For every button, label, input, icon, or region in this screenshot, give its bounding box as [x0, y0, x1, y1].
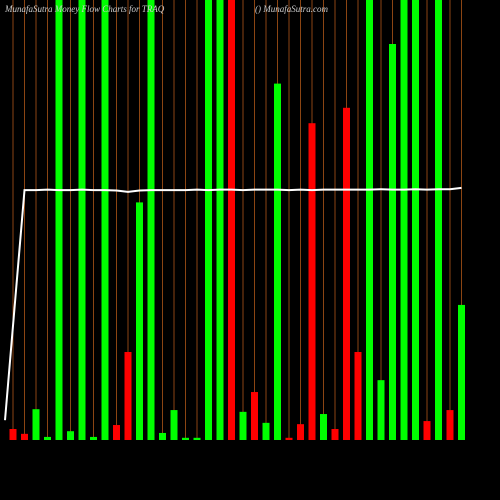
bar [412, 0, 419, 440]
bar [377, 380, 385, 440]
bar [113, 425, 120, 440]
bar [274, 83, 281, 440]
bar [320, 414, 327, 440]
bar [193, 437, 201, 440]
bar [44, 436, 51, 440]
bar [354, 352, 362, 440]
bar [101, 0, 109, 440]
bar [136, 202, 143, 440]
bar [343, 107, 350, 440]
bar [228, 0, 235, 440]
bar [389, 44, 396, 440]
bar [400, 0, 408, 440]
bar [124, 352, 132, 440]
bar [239, 411, 247, 440]
plot-area [4, 0, 465, 440]
bar [67, 431, 74, 440]
bar [285, 437, 293, 440]
bar [9, 429, 17, 440]
bar [331, 429, 339, 440]
bar [32, 409, 40, 440]
bar [297, 424, 304, 440]
bar [458, 304, 465, 440]
bar [78, 0, 86, 440]
bar [262, 422, 270, 440]
bar [170, 410, 178, 440]
bar [308, 123, 316, 440]
bar [446, 410, 454, 440]
bar [55, 0, 63, 440]
bar [435, 0, 442, 440]
chart-subtitle: () MunafaSutra.com [255, 4, 328, 14]
bar [182, 437, 189, 440]
bar [423, 421, 431, 440]
line [4, 186, 462, 421]
bar [216, 0, 224, 440]
chart-title: MunafaSutra Money Flow Charts for TRAQ [4, 4, 165, 14]
bar [251, 392, 258, 440]
bar [21, 433, 28, 440]
bar [366, 0, 373, 440]
bar [90, 436, 97, 440]
bar [205, 0, 212, 440]
bar [147, 0, 155, 440]
bar [159, 432, 166, 440]
